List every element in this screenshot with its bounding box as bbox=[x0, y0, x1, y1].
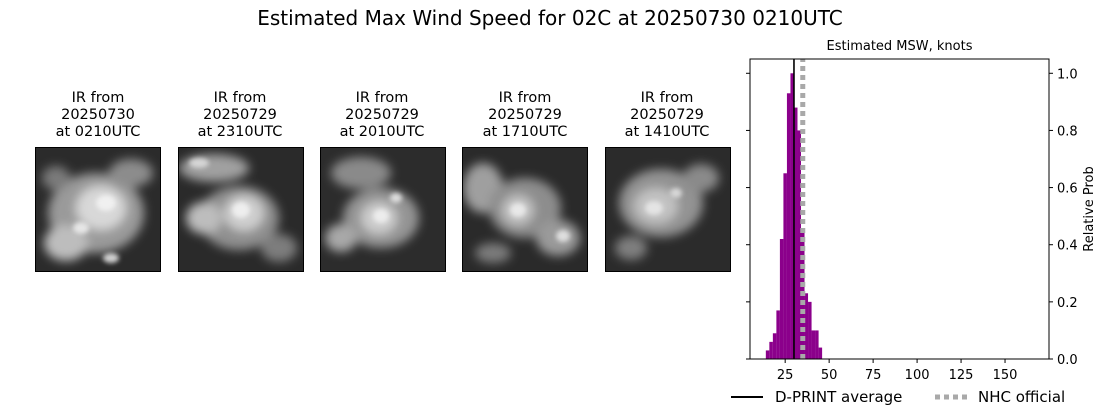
reference-lines bbox=[793, 59, 806, 359]
ir-title-4-line2: 20250729 bbox=[488, 107, 562, 123]
ir-title-1-line3: at 0210UTC bbox=[55, 124, 141, 140]
y-tick-label: 0.4 bbox=[1057, 239, 1078, 254]
histogram-bar-16 bbox=[818, 347, 823, 359]
y-tick-label: 0.2 bbox=[1057, 296, 1078, 311]
ir-title-2-line2: 20250729 bbox=[203, 107, 277, 123]
ir-title-3-line3: at 2010UTC bbox=[339, 124, 425, 140]
ir-title-4: IR from 20250729 at 1710UTC bbox=[450, 90, 600, 141]
ir-title-4-line1: IR from bbox=[498, 90, 552, 106]
x-tick-label: 75 bbox=[865, 368, 882, 383]
ir-image-2 bbox=[178, 147, 304, 272]
ir-title-5-line2: 20250729 bbox=[630, 107, 704, 123]
histogram-bar-15 bbox=[815, 330, 819, 359]
histogram-bar-2 bbox=[769, 341, 773, 359]
ir-title-2-line3: at 2310UTC bbox=[197, 124, 283, 140]
y-axis-label: Relative Prob bbox=[1082, 166, 1097, 251]
x-tick-label: 100 bbox=[905, 368, 930, 383]
ir-image-4 bbox=[462, 147, 588, 272]
x-axis-ticks: 25 50 75 100 125 150 bbox=[777, 359, 1018, 383]
histogram-bar-1 bbox=[765, 350, 770, 359]
histogram-bar-10 bbox=[797, 130, 802, 359]
ir-title-3-line1: IR from bbox=[355, 90, 409, 106]
histogram-bar-12 bbox=[804, 293, 809, 359]
histogram-bar-6 bbox=[783, 173, 787, 359]
y-axis-ticks: 0.0 0.2 0.4 0.6 0.8 1.0 bbox=[746, 67, 1078, 368]
legend: D-PRINT average NHC official bbox=[731, 388, 1065, 406]
x-tick-label: 150 bbox=[993, 368, 1018, 383]
y-tick-label: 0.0 bbox=[1057, 353, 1078, 368]
ir-title-3-line2: 20250729 bbox=[345, 107, 419, 123]
x-tick-label: 125 bbox=[949, 368, 974, 383]
ir-title-5-line1: IR from bbox=[640, 90, 694, 106]
legend-nhc-label: NHC official bbox=[978, 388, 1065, 406]
ir-title-1: IR from 20250730 at 0210UTC bbox=[23, 90, 173, 141]
axes-frame bbox=[749, 58, 1050, 360]
legend-dprint-label: D-PRINT average bbox=[775, 388, 902, 406]
y-tick-label: 0.6 bbox=[1057, 182, 1078, 197]
ir-image-1 bbox=[35, 147, 161, 272]
ir-title-5-line3: at 1410UTC bbox=[624, 124, 710, 140]
histogram-bar-13 bbox=[808, 301, 812, 359]
ir-title-4-line3: at 1710UTC bbox=[482, 124, 568, 140]
histogram-bar-9 bbox=[793, 107, 798, 359]
histogram-bar-3 bbox=[772, 333, 777, 359]
ir-title-2: IR from 20250729 at 2310UTC bbox=[165, 90, 315, 141]
histogram-bar-7 bbox=[786, 93, 791, 360]
y-tick-label: 1.0 bbox=[1057, 67, 1078, 82]
histogram-bar-14 bbox=[811, 330, 816, 359]
ir-title-2-line1: IR from bbox=[213, 90, 267, 106]
ir-image-3 bbox=[320, 147, 446, 272]
figure-title: Estimated Max Wind Speed for 02C at 2025… bbox=[257, 6, 843, 30]
chart-title: Estimated MSW, knots bbox=[827, 39, 973, 54]
ir-image-5 bbox=[605, 147, 731, 272]
histogram-bar-5 bbox=[779, 239, 784, 359]
ir-title-3: IR from 20250729 at 2010UTC bbox=[307, 90, 457, 141]
x-tick-label: 50 bbox=[821, 368, 838, 383]
ir-title-5: IR from 20250729 at 1410UTC bbox=[592, 90, 742, 141]
ir-title-1-line2: 20250730 bbox=[61, 107, 135, 123]
histogram-bar-8 bbox=[790, 73, 794, 360]
histogram-bar-4 bbox=[776, 310, 780, 359]
y-tick-label: 0.8 bbox=[1057, 124, 1078, 139]
ir-title-1-line1: IR from bbox=[71, 90, 125, 106]
x-tick-label: 25 bbox=[777, 368, 794, 383]
